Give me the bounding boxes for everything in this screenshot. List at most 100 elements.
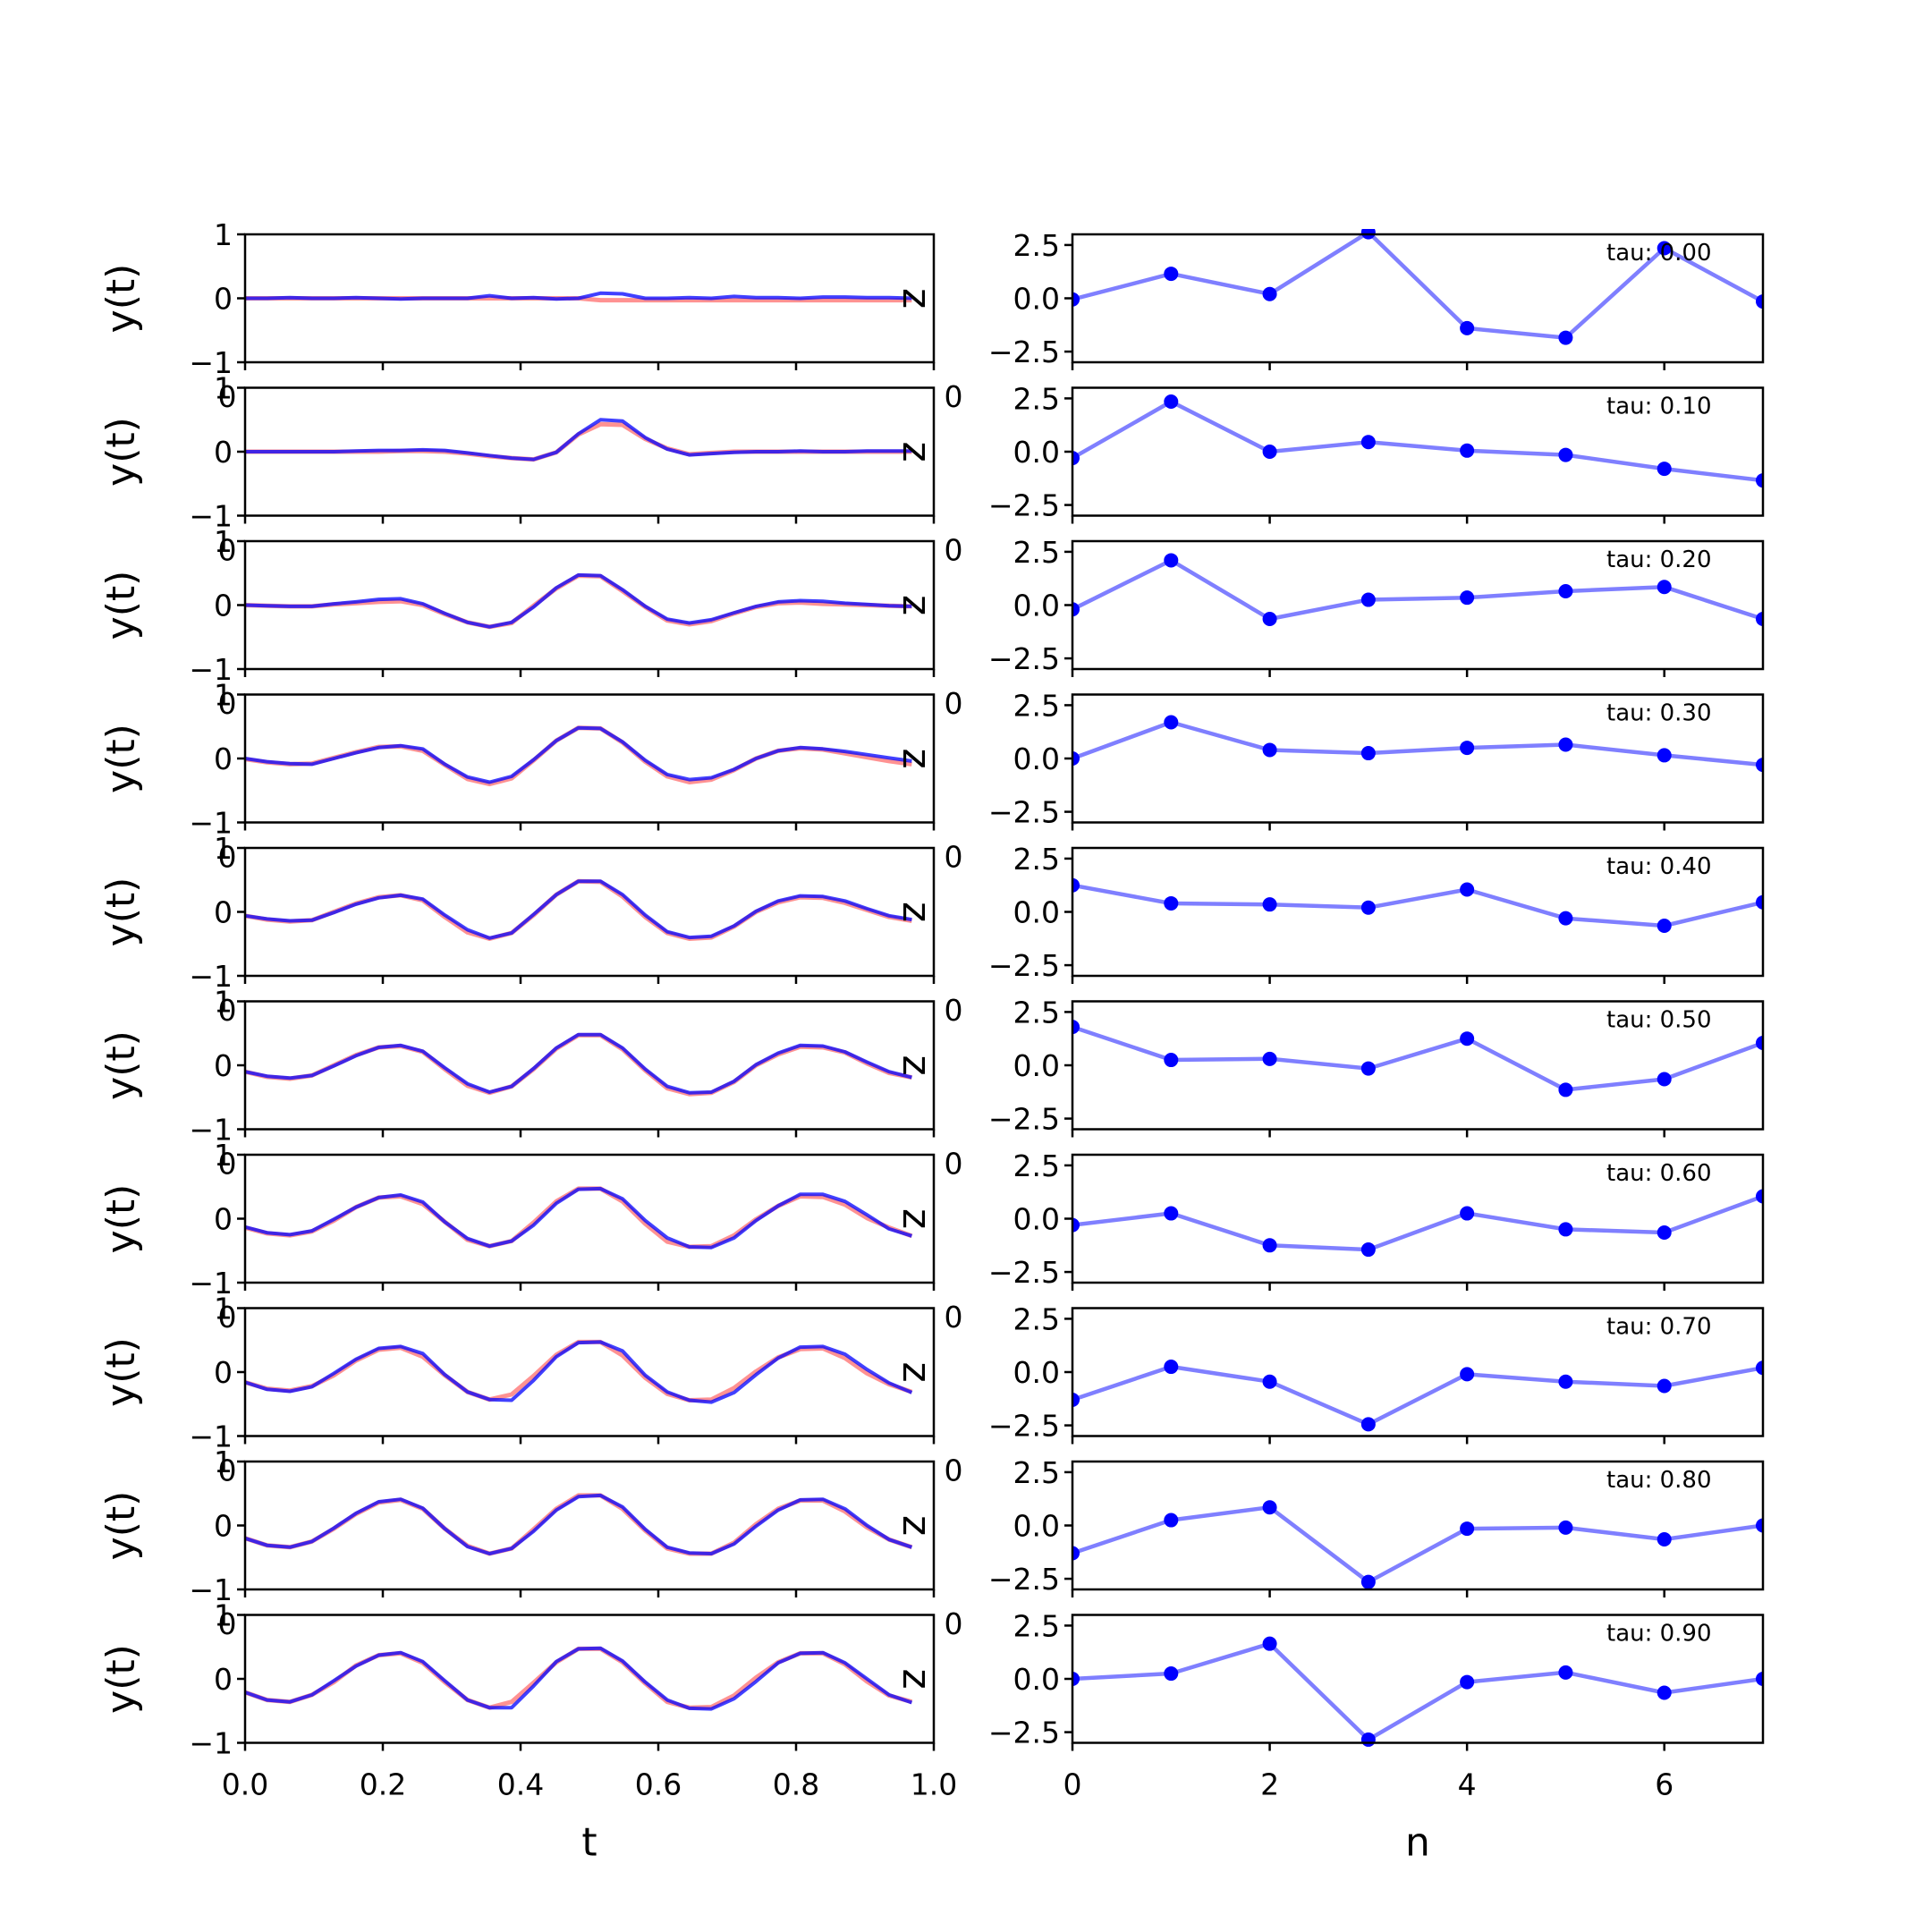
coefficient-point (1360, 1061, 1376, 1076)
coefficient-point (1558, 330, 1573, 345)
y-tick-label: 0.0 (1013, 1509, 1060, 1544)
y-tick-label: 0 (214, 435, 233, 470)
coefficient-point (1460, 1031, 1475, 1046)
waveform-axes: 10−1y(t) z0 0 (98, 1138, 963, 1335)
rotated-z-label: z (894, 902, 939, 922)
x-tick-label: 2 (1260, 1767, 1279, 1802)
y-axis-label: y(t) (98, 724, 144, 793)
overlapping-tick-label: 0 (218, 1606, 237, 1641)
overlapping-tick-label: 0 (218, 1300, 237, 1335)
y-tick-label: 1 (214, 524, 233, 559)
y-tick-label: 2.5 (1013, 381, 1060, 416)
overlapping-tick-label: 0 (945, 1300, 963, 1335)
y-tick-label: 1 (214, 831, 233, 866)
coefficient-point (1756, 1672, 1763, 1686)
coefficient-point (1072, 1020, 1080, 1035)
tau-label: tau: 0.40 (1606, 853, 1712, 880)
coefficient-point (1360, 900, 1376, 915)
coefficient-point (1657, 1224, 1672, 1240)
coefficient-point (1262, 611, 1277, 626)
coefficient-point (1262, 1374, 1277, 1389)
coefficient-point (1072, 1546, 1080, 1561)
x-axis-label: n (1405, 1820, 1430, 1866)
overlapping-tick-label: 0 (945, 379, 963, 414)
coefficient-point (1164, 394, 1179, 409)
y-tick-label: −1 (189, 1419, 233, 1454)
y-tick-label: 2.5 (1013, 842, 1060, 877)
coefficient-point (1262, 1500, 1277, 1515)
rotated-z-label: z (894, 441, 939, 462)
x-tick-label: 0.6 (635, 1767, 682, 1802)
coefficient-point (1460, 443, 1475, 458)
overlapping-tick-label: 0 (945, 1606, 963, 1641)
coefficient-point (1262, 1051, 1277, 1066)
coefficient-series-line (1072, 720, 1763, 767)
coefficient-point (1360, 1732, 1376, 1747)
y-axis-label: y(t) (98, 264, 144, 334)
overlapping-tick-label: 0 (945, 686, 963, 721)
y-tick-label: 1 (214, 985, 233, 1020)
overlapping-tick-label: 0 (218, 1453, 237, 1488)
coefficient-point (1460, 1674, 1475, 1690)
coefficient-point (1756, 1035, 1763, 1050)
coefficient-point (1460, 882, 1475, 897)
target-series-line (244, 1493, 913, 1556)
coefficient-point (1657, 748, 1672, 763)
y-tick-label: −2.5 (988, 1409, 1060, 1444)
tau-label: tau: 0.80 (1606, 1467, 1712, 1494)
coefficient-axes: 2.5 0.0 −2.5 tau: 0.70 (988, 1301, 1765, 1445)
axes-frame (243, 1307, 936, 1437)
coefficient-point (1360, 1242, 1376, 1258)
target-series-line (244, 1339, 913, 1402)
y-tick-label: 0.0 (1013, 1202, 1060, 1237)
coefficient-point (1262, 445, 1277, 459)
overlapping-tick-label: 0 (945, 840, 963, 875)
coefficient-series-line (1072, 1364, 1763, 1427)
x-tick-label: 0.4 (497, 1767, 544, 1802)
coefficient-series-line (1072, 558, 1763, 622)
y-axis-label: y(t) (98, 877, 144, 947)
prediction-series-line (245, 418, 912, 462)
coefficient-series-line (1072, 1641, 1763, 1742)
coefficient-series-line (1072, 1024, 1763, 1092)
axes-frame (243, 1000, 936, 1131)
y-axis-label: y(t) (98, 1491, 144, 1561)
y-tick-label: −1 (189, 1572, 233, 1607)
axes-frame (243, 693, 936, 824)
y-tick-label: −2.5 (988, 1255, 1060, 1290)
y-tick-label: 1 (214, 1598, 233, 1633)
y-tick-label: 1 (214, 1445, 233, 1479)
tau-label: tau: 0.60 (1606, 1160, 1712, 1187)
y-tick-label: −1 (189, 1266, 233, 1301)
overlapping-tick-label: 0 (218, 686, 237, 721)
y-tick-label: −2.5 (988, 1562, 1060, 1597)
y-tick-label: 0.0 (1013, 1048, 1060, 1083)
coefficient-point (1164, 267, 1179, 282)
coefficient-point (1460, 741, 1475, 756)
y-tick-label: 0.0 (1013, 895, 1060, 930)
x-tick-label: 0.2 (360, 1767, 406, 1802)
y-tick-label: 2.5 (1013, 995, 1060, 1030)
coefficient-point (1657, 918, 1672, 933)
y-tick-label: 0.0 (1013, 1355, 1060, 1390)
coefficient-axes: 2.5 0.0 −2.5 tau: 0.20 (988, 535, 1765, 677)
coefficient-point (1558, 911, 1573, 926)
coefficient-point (1164, 1360, 1179, 1375)
coefficient-point (1072, 1392, 1080, 1407)
coefficient-point (1164, 1206, 1179, 1221)
coefficient-series-line (1072, 883, 1763, 928)
coefficient-point (1360, 229, 1376, 240)
coefficient-point (1558, 1520, 1573, 1535)
tau-label: tau: 0.90 (1606, 1621, 1712, 1648)
y-tick-label: −1 (189, 1113, 233, 1148)
coefficient-point (1164, 895, 1179, 911)
y-tick-label: −2.5 (988, 1716, 1060, 1750)
coefficient-point (1756, 894, 1763, 910)
coefficient-point (1558, 1222, 1573, 1237)
target-series-line (244, 1186, 913, 1250)
coefficient-point (1558, 1374, 1573, 1389)
coefficient-point (1756, 758, 1763, 773)
coefficient-point (1360, 592, 1376, 607)
y-tick-label: 0 (214, 895, 233, 930)
coefficient-axes: 2.5 0.0 −2.5 tau: 0.10 (988, 381, 1765, 524)
